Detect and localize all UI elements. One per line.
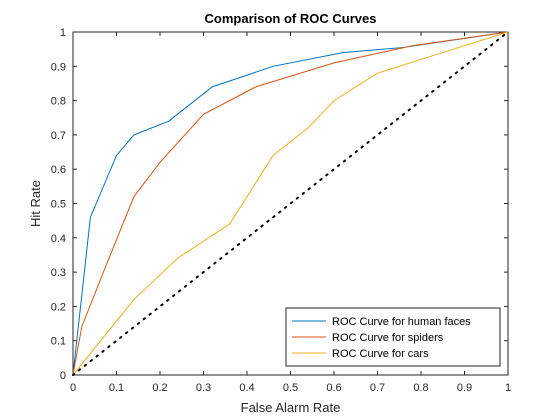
x-tick-label: 0.3 — [196, 382, 211, 394]
x-tick-label: 0 — [70, 382, 76, 394]
x-tick-label: 0.4 — [239, 382, 254, 394]
series-layer — [72, 31, 509, 376]
y-tick-label: 0.2 — [51, 301, 66, 313]
chance-diagonal-line — [72, 31, 509, 376]
x-tick-label: 1 — [505, 382, 511, 394]
y-tick-label: 0.1 — [51, 336, 66, 348]
x-tick-label: 0.8 — [413, 382, 428, 394]
legend-label: ROC Curve for cars — [332, 348, 429, 360]
series-line-0 — [72, 31, 509, 376]
x-axis-label: False Alarm Rate — [241, 400, 341, 415]
y-tick-label: 0.9 — [51, 61, 66, 73]
legend-label: ROC Curve for human faces — [332, 316, 471, 328]
series-line-1 — [72, 31, 509, 376]
x-tick-label: 0.5 — [283, 382, 298, 394]
x-tick-label: 0.6 — [326, 382, 341, 394]
x-tick-label: 0.7 — [370, 382, 385, 394]
legend-label: ROC Curve for spiders — [332, 332, 444, 344]
y-tick-label: 1 — [60, 27, 66, 39]
y-tick-label: 0.7 — [51, 130, 66, 142]
y-tick-label: 0.4 — [51, 233, 66, 245]
series-line-2 — [72, 31, 509, 376]
y-tick-label: 0.5 — [51, 199, 66, 211]
y-axis-ticks: 0 0.1 0.2 0.3 0.4 0.5 0.6 0.7 0.8 0.9 1 — [51, 27, 508, 382]
x-tick-label: 0.2 — [152, 382, 167, 394]
y-tick-label: 0 — [60, 370, 66, 382]
legend: ROC Curve for human faces ROC Curve for s… — [285, 307, 501, 367]
y-tick-label: 0.6 — [51, 164, 66, 176]
chart-title: Comparison of ROC Curves — [205, 11, 377, 26]
y-axis-label: Hit Rate — [28, 180, 43, 227]
x-tick-label: 0.9 — [457, 382, 472, 394]
x-axis-ticks: 0 0.1 0.2 0.3 0.4 0.5 0.6 0.7 0.8 0.9 1 — [70, 32, 511, 394]
y-tick-label: 0.8 — [51, 96, 66, 108]
y-tick-label: 0.3 — [51, 267, 66, 279]
x-tick-label: 0.1 — [109, 382, 124, 394]
